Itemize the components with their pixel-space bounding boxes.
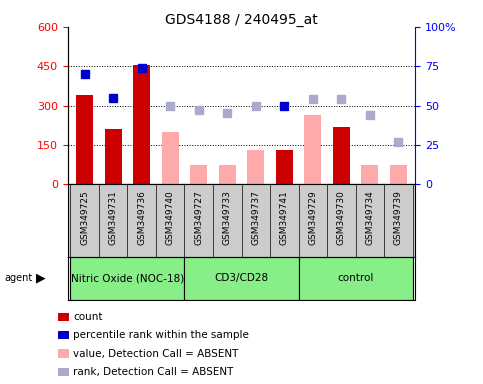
Bar [390, 165, 407, 184]
Bar [76, 95, 93, 184]
Bar [298, 257, 412, 300]
Text: control: control [337, 273, 374, 283]
Text: count: count [73, 312, 103, 322]
Bar [219, 165, 236, 184]
Bar [71, 257, 185, 300]
Bar [162, 132, 179, 184]
Text: value, Detection Call = ABSENT: value, Detection Call = ABSENT [73, 349, 239, 359]
Text: GSM349733: GSM349733 [223, 190, 232, 245]
Text: GSM349725: GSM349725 [80, 190, 89, 245]
Text: GSM349740: GSM349740 [166, 190, 175, 245]
Text: rank, Detection Call = ABSENT: rank, Detection Call = ABSENT [73, 367, 234, 377]
Text: GDS4188 / 240495_at: GDS4188 / 240495_at [165, 13, 318, 27]
Bar [276, 150, 293, 184]
Text: GSM349727: GSM349727 [194, 190, 203, 245]
Bar [333, 127, 350, 184]
Text: GSM349730: GSM349730 [337, 190, 346, 245]
Bar [304, 115, 321, 184]
Text: CD3/CD28: CD3/CD28 [214, 273, 269, 283]
Text: percentile rank within the sample: percentile rank within the sample [73, 330, 249, 340]
Bar [247, 150, 264, 184]
Text: GSM349737: GSM349737 [251, 190, 260, 245]
Text: GSM349736: GSM349736 [137, 190, 146, 245]
Bar [185, 257, 298, 300]
Text: agent: agent [5, 273, 33, 283]
Text: Nitric Oxide (NOC-18): Nitric Oxide (NOC-18) [71, 273, 184, 283]
Text: GSM349739: GSM349739 [394, 190, 403, 245]
Bar [133, 65, 150, 184]
Text: GSM349731: GSM349731 [109, 190, 118, 245]
Bar [190, 165, 207, 184]
Bar [105, 129, 122, 184]
Text: GSM349734: GSM349734 [365, 190, 374, 245]
Bar [361, 165, 378, 184]
Text: GSM349729: GSM349729 [308, 190, 317, 245]
Text: ▶: ▶ [36, 272, 46, 285]
Text: GSM349741: GSM349741 [280, 190, 289, 245]
